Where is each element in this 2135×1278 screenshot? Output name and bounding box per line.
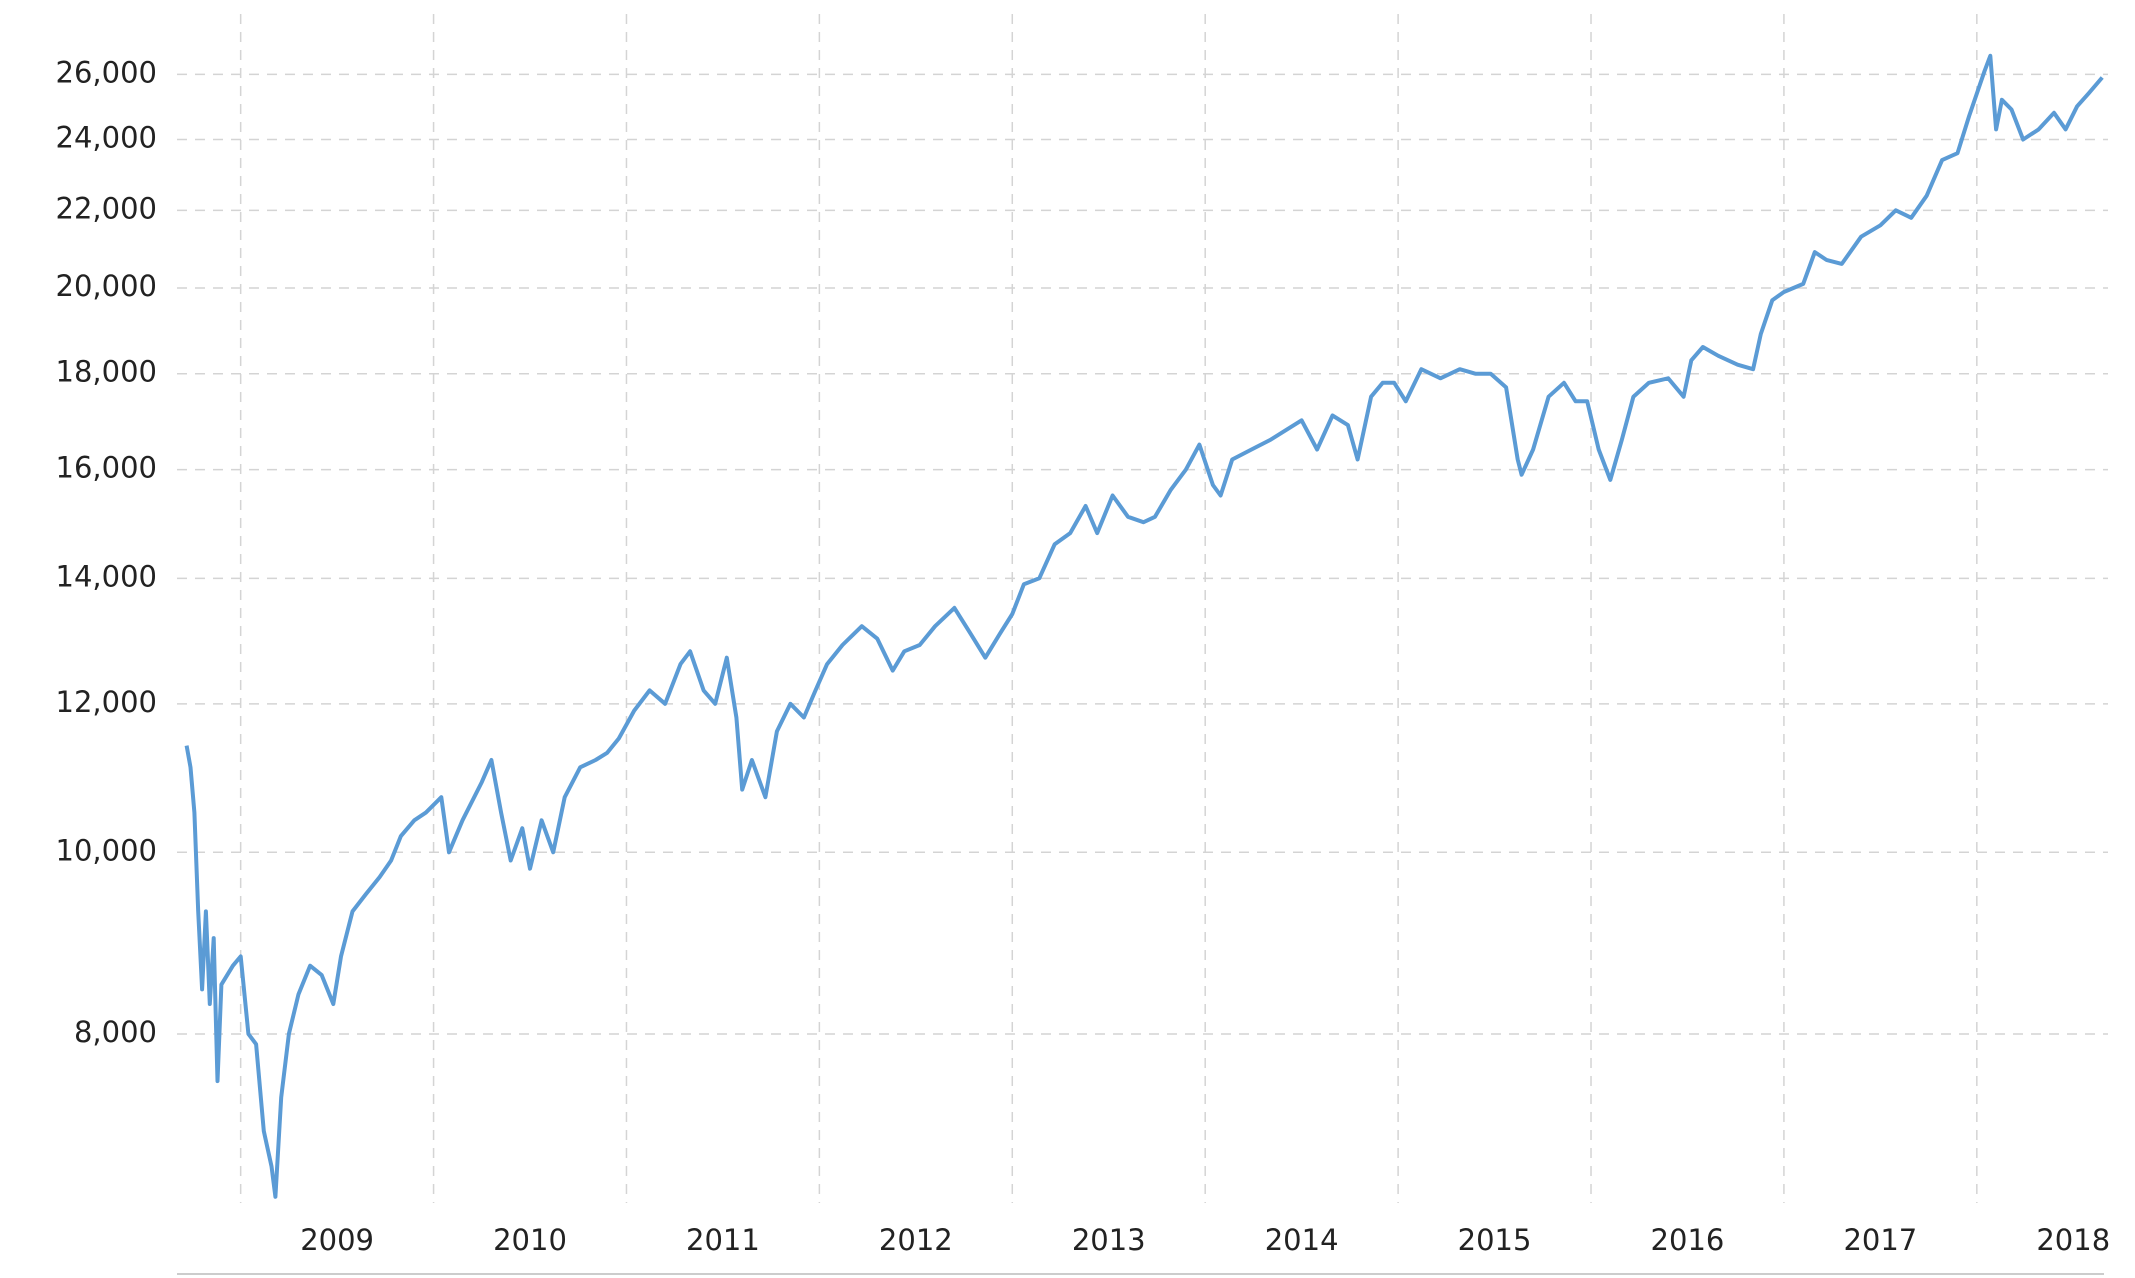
y-tick-label: 18,000 [56,355,157,389]
x-tick-label: 2015 [1458,1223,1532,1257]
x-tick-label: 2016 [1651,1223,1725,1257]
x-tick-label: 2013 [1072,1223,1146,1257]
y-tick-label: 16,000 [56,451,157,485]
x-tick-label: 2012 [879,1223,953,1257]
y-tick-label: 22,000 [56,191,157,225]
y-tick-label: 26,000 [56,55,157,89]
x-tick-label: 2011 [686,1223,760,1257]
y-tick-label: 20,000 [56,269,157,303]
y-tick-label: 24,000 [56,121,157,155]
x-tick-label: 2009 [300,1223,374,1257]
data-line [184,53,2104,1199]
y-tick-label: 10,000 [56,833,157,867]
x-tick-label: 2010 [493,1223,567,1257]
y-tick-label: 8,000 [74,1015,157,1049]
y-tick-label: 14,000 [56,559,157,593]
y-tick-label: 12,000 [56,685,157,719]
x-tick-label: 2014 [1265,1223,1339,1257]
x-tick-label: 2017 [1843,1223,1917,1257]
x-tick-label: 2018 [2036,1223,2110,1257]
